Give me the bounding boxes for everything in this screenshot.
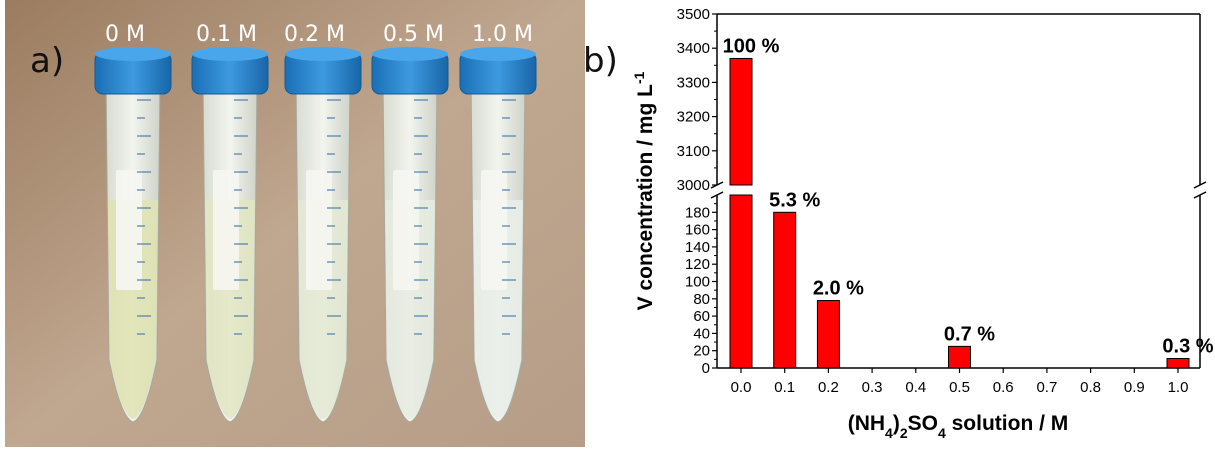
- tube-photo: a) 0 M 0.1 M 0.2 M 0.5 M 1.0 M: [5, 0, 585, 447]
- bar: [773, 211, 797, 369]
- tube: [459, 47, 537, 423]
- panel-a-label: a): [30, 41, 64, 81]
- axis-break-mark: [1193, 191, 1207, 199]
- axis-break-mark: [1193, 181, 1207, 189]
- tubes: [94, 47, 537, 423]
- y-tick-label-upper: 3500: [677, 6, 710, 23]
- tube: [371, 47, 449, 423]
- tube-sticker: [213, 170, 239, 290]
- y-axis-title: V concentration / mg L-1: [631, 71, 657, 310]
- y-tick-label-lower: 0: [702, 360, 710, 377]
- bar-data-label: 100 %: [723, 35, 780, 57]
- y-tick-label-upper: 3100: [677, 143, 710, 160]
- tube-cap-top: [285, 47, 361, 61]
- bar: [816, 300, 840, 369]
- x-tick-label: 1.0: [1168, 379, 1189, 396]
- x-tick-label: 0.8: [1080, 379, 1101, 396]
- tube-sticker: [306, 170, 332, 290]
- bar-data-label: 2.0 %: [813, 278, 864, 300]
- y-tick-label-upper: 3300: [677, 74, 710, 91]
- bar-data-label: 0.3 %: [1162, 335, 1213, 357]
- bar: [948, 345, 971, 369]
- tube-sticker: [393, 170, 419, 290]
- x-tick-label: 0.1: [774, 379, 795, 396]
- tube-labels: 0 M 0.1 M 0.2 M 0.5 M 1.0 M: [105, 22, 533, 47]
- tube-cap-top: [192, 47, 268, 61]
- y-tick-label-lower: 180: [685, 204, 710, 221]
- y-tick-label-upper: 3400: [677, 40, 710, 57]
- tube-label-4: 1.0 M: [472, 22, 533, 47]
- tube-cap-top: [372, 47, 448, 61]
- x-tick-label: 0.9: [1124, 379, 1145, 396]
- tube-label-0: 0 M: [105, 22, 145, 47]
- y-tick-label-lower: 140: [685, 239, 710, 256]
- x-tick-label: 0.2: [818, 379, 839, 396]
- x-tick-label: 0.3: [862, 379, 883, 396]
- y-tick-label-lower: 80: [693, 291, 710, 308]
- y-tick-label-lower: 60: [693, 308, 710, 325]
- tube: [191, 47, 269, 423]
- y-tick-label-lower: 120: [685, 256, 710, 273]
- bar-data-label: 0.7 %: [944, 323, 995, 345]
- y-tick-label-lower: 40: [693, 325, 710, 342]
- y-tick-label-lower: 160: [685, 222, 710, 239]
- bar-data-label: 5.3 %: [769, 189, 820, 211]
- bar-lower-segment: [729, 194, 753, 369]
- tube-sticker: [481, 170, 507, 290]
- y-tick-label-upper: 3200: [677, 109, 710, 126]
- bar: [1166, 357, 1190, 369]
- x-tick-label: 0.5: [949, 379, 970, 396]
- tube: [94, 47, 172, 423]
- tube-cap-top: [95, 47, 171, 61]
- y-tick-label-lower: 20: [693, 343, 710, 360]
- tube-label-1: 0.1 M: [196, 22, 257, 47]
- x-tick-label: 0.6: [993, 379, 1014, 396]
- tube-cap-top: [460, 47, 536, 61]
- y-tick-label-upper: 3000: [677, 177, 710, 194]
- tube-sticker: [116, 170, 142, 290]
- tube: [284, 47, 362, 423]
- bar-upper-segment: [729, 57, 753, 186]
- x-tick-label: 0.7: [1036, 379, 1057, 396]
- tube-label-3: 0.5 M: [383, 22, 444, 47]
- x-tick-label: 0.0: [731, 379, 752, 396]
- plot-area: 3000310032003300340035000204060801001201…: [677, 6, 1214, 396]
- x-axis-title: (NH4)2SO4 solution / M: [848, 412, 1069, 441]
- axis-break-mark: [710, 191, 724, 199]
- tube-label-2: 0.2 M: [284, 22, 345, 47]
- panel-b-label: b): [583, 41, 618, 81]
- y-tick-label-lower: 100: [685, 274, 710, 291]
- x-tick-label: 0.4: [905, 379, 926, 396]
